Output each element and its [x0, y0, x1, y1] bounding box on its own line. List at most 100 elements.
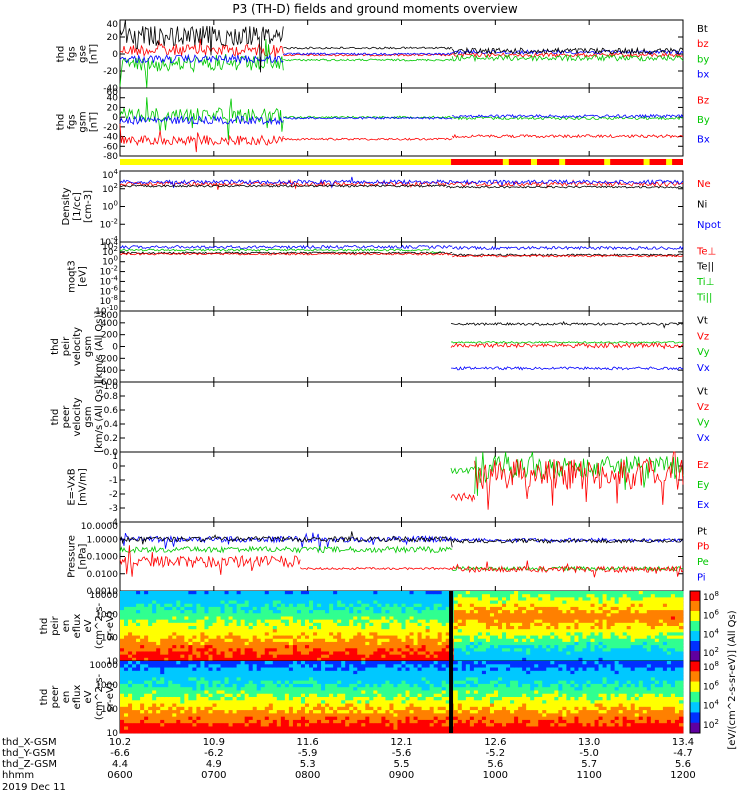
spectrogram-cell — [434, 610, 438, 614]
spectrogram-cell — [385, 597, 389, 601]
spectrogram-cell — [454, 620, 458, 624]
spectrogram-cell — [172, 597, 176, 601]
spectrogram-cell — [120, 664, 124, 668]
spectrogram-cell — [285, 681, 289, 685]
spectrogram-cell — [184, 604, 188, 608]
spectrogram-cell — [365, 674, 369, 678]
spectrogram-cell — [317, 681, 321, 685]
spectrogram-cell — [120, 623, 124, 627]
spectrogram-cell — [377, 623, 381, 627]
spectrogram-cell — [506, 632, 510, 636]
spectrogram-cell — [156, 664, 160, 668]
spectrogram-cell — [478, 655, 482, 659]
spectrogram-cell — [128, 645, 132, 649]
spectrogram-cell — [619, 610, 623, 614]
spectrogram-cell — [124, 713, 128, 717]
spectrogram-cell — [345, 684, 349, 688]
spectrogram-cell — [546, 604, 550, 608]
spectrogram-cell — [285, 707, 289, 711]
spectrogram-cell — [265, 639, 269, 643]
spectrogram-cell — [619, 651, 623, 655]
spectrogram-cell — [200, 700, 204, 704]
spectrogram-cell — [566, 610, 570, 614]
spectrogram-cell — [402, 616, 406, 620]
spectrogram-cell — [237, 717, 241, 721]
spectrogram-cell — [325, 674, 329, 678]
spectrogram-cell — [233, 594, 237, 598]
spectrogram-cell — [530, 616, 534, 620]
spectrogram-cell — [313, 642, 317, 646]
spectrogram-cell — [168, 613, 172, 617]
spectrogram-cell — [120, 671, 124, 675]
spectrogram-cell — [393, 651, 397, 655]
spectrogram-cell — [297, 610, 301, 614]
spectrogram-cell — [377, 655, 381, 659]
spectrogram-cell — [526, 610, 530, 614]
spectrogram-cell — [361, 684, 365, 688]
spectrogram-cell — [241, 620, 245, 624]
spectrogram-cell — [615, 645, 619, 649]
spectrogram-cell — [377, 601, 381, 605]
spectrogram-cell — [558, 648, 562, 652]
spectrogram-cell — [176, 626, 180, 630]
spectrogram-cell — [192, 642, 196, 646]
ytick-label: 0.6 — [104, 406, 119, 416]
spectrogram-cell — [438, 629, 442, 633]
spectrogram-cell — [249, 671, 253, 675]
spectrogram-cell — [325, 671, 329, 675]
spectrogram-cell — [607, 655, 611, 659]
spectrogram-cell — [120, 690, 124, 694]
spectrogram-cell — [426, 639, 430, 643]
spectrogram-cell — [261, 629, 265, 633]
spectrogram-cell — [434, 623, 438, 627]
spectrogram-cell — [172, 726, 176, 730]
spectrogram-cell — [357, 726, 361, 730]
spectrogram-cell — [289, 661, 293, 665]
spectrogram-cell — [225, 661, 229, 665]
spectrogram-cell — [357, 604, 361, 608]
colorbar-tick: 108 — [703, 590, 719, 603]
spectrogram-cell — [591, 591, 595, 595]
spectrogram-cell — [329, 694, 333, 698]
spectrogram-cell — [204, 642, 208, 646]
spectrogram-cell — [410, 648, 414, 652]
spectrogram-cell — [361, 610, 365, 614]
spectrogram-cell — [273, 632, 277, 636]
spectrogram-cell — [245, 681, 249, 685]
spectrogram-cell — [277, 687, 281, 691]
spectrogram-cell — [462, 636, 466, 640]
legend-Vt: Vt — [697, 386, 708, 397]
spectrogram-cell — [180, 645, 184, 649]
spectrogram-cell — [128, 707, 132, 711]
spectrogram-cell — [241, 610, 245, 614]
spectrogram-cell — [337, 704, 341, 708]
spectrogram-cell — [241, 661, 245, 665]
spectrogram-cell — [381, 597, 385, 601]
spectrogram-cell — [277, 661, 281, 665]
spectrogram-cell — [349, 710, 353, 714]
spectrogram-cell — [192, 694, 196, 698]
spectrogram-cell — [381, 677, 385, 681]
spectrogram-cell — [289, 642, 293, 646]
spectrogram-cell — [184, 730, 188, 734]
spectrogram-cell — [188, 661, 192, 665]
spectrogram-cell — [586, 616, 590, 620]
spectrogram-cell — [430, 613, 434, 617]
spectrogram-cell — [273, 642, 277, 646]
spectrogram-cell — [128, 642, 132, 646]
spectrogram-cell — [538, 604, 542, 608]
spectrogram-cell — [454, 629, 458, 633]
spectrogram-cell — [204, 651, 208, 655]
spectrogram-cell — [212, 623, 216, 627]
ytick-label: 0.1000 — [87, 553, 119, 563]
spectrogram-cell — [546, 651, 550, 655]
spectrogram-cell — [546, 626, 550, 630]
spectrogram-cell — [269, 723, 273, 727]
spectrogram-cell — [297, 720, 301, 724]
spectrogram-cell — [410, 601, 414, 605]
spectrogram-cell — [309, 690, 313, 694]
spectrogram-cell — [566, 632, 570, 636]
spectrogram-cell — [470, 601, 474, 605]
spectrogram-cell — [611, 629, 615, 633]
spectrogram-cell — [478, 604, 482, 608]
